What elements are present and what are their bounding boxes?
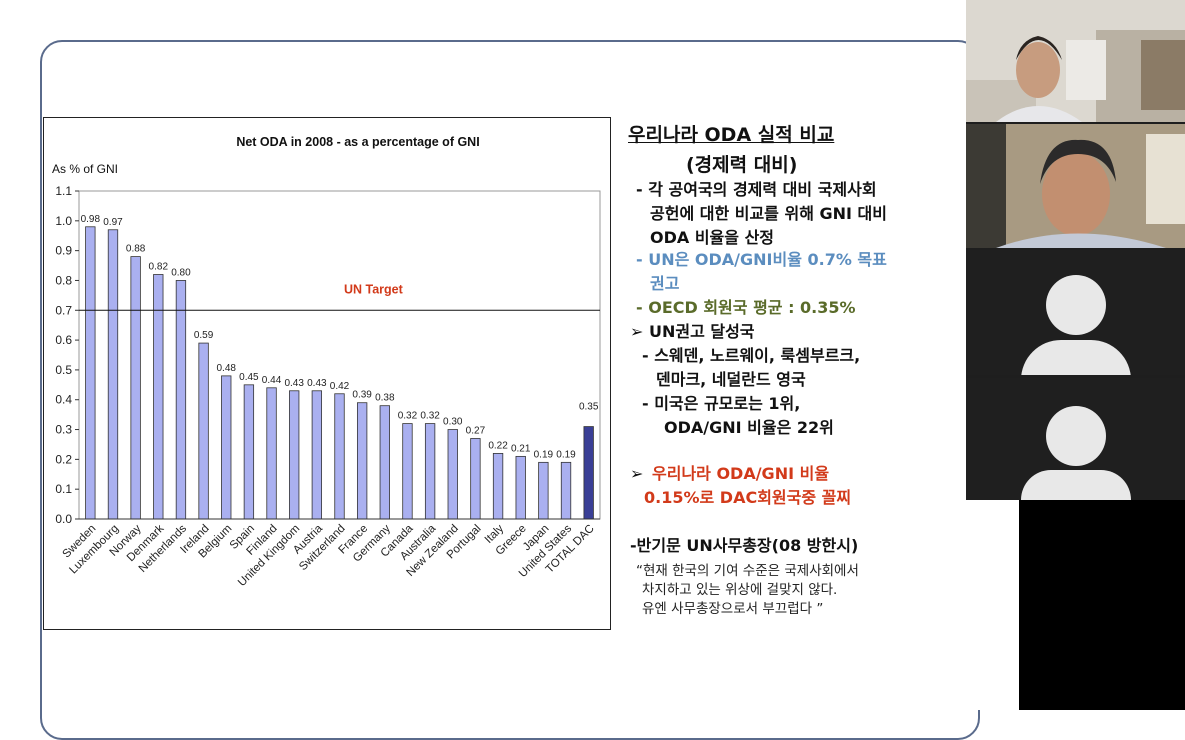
section1-item2-line2: ODA/GNI 비율은 22위 <box>664 418 834 437</box>
avatar-body-icon <box>1021 470 1131 500</box>
bar-data-label: 0.19 <box>534 449 554 460</box>
bar-data-label: 0.88 <box>126 244 146 255</box>
y-tick-label: 0.6 <box>55 333 72 347</box>
y-tick-label: 1.0 <box>55 214 72 228</box>
bar <box>447 429 458 520</box>
avatar-head-icon <box>1046 275 1106 335</box>
chart-title: Net ODA in 2008 - as a percentage of GNI <box>236 135 479 149</box>
section1-heading: ➢ UN권고 달성국 <box>630 322 755 341</box>
bar <box>515 455 526 520</box>
bar-data-label: 0.39 <box>352 390 372 401</box>
bar <box>492 452 504 520</box>
quote-line2: 차지하고 있는 위상에 걸맞지 않다. <box>642 582 838 598</box>
bar-data-label: 0.98 <box>81 214 101 225</box>
section1-item1-line2: 덴마크, 네덜란드 영국 <box>656 370 806 389</box>
participant-video-1-image <box>966 0 1185 122</box>
bar-data-label: 0.35 <box>579 402 599 413</box>
bar-data-label: 0.44 <box>262 375 282 386</box>
bar <box>243 384 255 520</box>
y-tick-label: 0.1 <box>55 482 72 496</box>
bar <box>198 342 209 520</box>
bullet1-line2: 공헌에 대한 비교를 위해 GNI 대비 <box>650 204 887 223</box>
bar-data-label: 0.21 <box>511 443 531 454</box>
bar-data-label: 0.22 <box>488 440 508 451</box>
video-participants-panel <box>966 0 1185 710</box>
bar <box>402 423 413 520</box>
bar <box>334 393 345 520</box>
section1-item2-line1: - 미국은 규모로는 1위, <box>642 394 801 413</box>
y-tick-label: 0.4 <box>55 393 72 407</box>
participant-video-1[interactable] <box>966 0 1185 122</box>
bar-data-label: 0.19 <box>556 449 576 460</box>
bar-data-label: 0.80 <box>171 267 191 278</box>
y-tick-label: 0.0 <box>55 512 72 526</box>
y-tick-label: 0.5 <box>55 363 72 377</box>
bar <box>107 229 119 520</box>
bar-chart: Net ODA in 2008 - as a percentage of GNI… <box>52 135 601 589</box>
bar <box>583 426 594 520</box>
bar-data-label: 0.43 <box>284 378 304 389</box>
y-tick-label: 0.9 <box>55 244 72 258</box>
y-tick-label: 1.1 <box>55 184 72 198</box>
bar <box>289 390 300 520</box>
bar-data-label: 0.82 <box>149 261 169 272</box>
bar <box>221 375 232 520</box>
y-tick-label: 0.2 <box>55 452 72 466</box>
section2-arrow: ➢ <box>630 464 644 483</box>
bar-data-label: 0.97 <box>103 217 123 228</box>
quote-line1: “현재 한국의 기여 수준은 국제사회에서 <box>636 563 859 579</box>
y-tick-label: 0.7 <box>55 303 72 317</box>
bar-data-label: 0.42 <box>330 381 350 392</box>
quote-line3: 유엔 사무총장으로서 부끄럽다 ” <box>642 601 824 617</box>
section2-line1: 우리나라 ODA/GNI 비율 <box>652 464 830 483</box>
avatar-head-icon <box>1046 406 1106 466</box>
slide-heading: 우리나라 ODA 실적 비교 <box>628 124 835 146</box>
bar <box>538 461 549 520</box>
bar <box>130 256 141 520</box>
participant-tile-3[interactable] <box>966 250 1185 375</box>
chart-panel: Net ODA in 2008 - as a percentage of GNI… <box>43 117 611 630</box>
bar-data-label: 0.32 <box>420 411 440 422</box>
bar-data-label: 0.38 <box>375 393 395 404</box>
bar <box>379 405 390 520</box>
bar <box>311 390 323 520</box>
avatar-body-icon <box>1021 340 1131 375</box>
bar-data-label: 0.48 <box>217 363 237 374</box>
bullet1-line3: ODA 비율을 산정 <box>650 228 775 247</box>
quote-heading: -반기문 UN사무총장(08 방한시) <box>630 536 859 555</box>
section2-line2: 0.15%로 DAC회원국중 꼴찌 <box>644 488 852 507</box>
y-tick-label: 0.8 <box>55 273 72 287</box>
bar <box>153 274 164 520</box>
bar-data-label: 0.59 <box>194 330 214 341</box>
participant-video-2[interactable] <box>966 124 1185 248</box>
un-target-label: UN Target <box>344 282 404 296</box>
y-tick-label: 0.3 <box>55 423 72 437</box>
bar-data-label: 0.45 <box>239 372 259 383</box>
bar <box>175 280 187 520</box>
bar <box>356 402 368 520</box>
bar-data-label: 0.43 <box>307 378 327 389</box>
bullet1-line1: - 각 공여국의 경제력 대비 국제사회 <box>636 180 877 199</box>
bar-data-label: 0.27 <box>466 425 486 436</box>
panel-gap <box>966 500 1019 710</box>
bullet2-line1: - UN은 ODA/GNI비율 0.7% 목표 <box>636 250 887 269</box>
slide-subheading: (경제력 대비) <box>686 154 798 176</box>
bullet3: - OECD 회원국 평균 : 0.35% <box>636 298 856 317</box>
bar-data-label: 0.32 <box>398 411 418 422</box>
bar <box>266 387 277 520</box>
bar <box>424 423 436 520</box>
participant-tile-4[interactable] <box>966 378 1185 500</box>
bar <box>470 438 481 520</box>
y-axis-label: As % of GNI <box>52 162 118 176</box>
section1-item1-line1: - 스웨덴, 노르웨이, 룩셈부르크, <box>642 346 861 365</box>
bar <box>85 226 96 520</box>
participant-video-2-image <box>966 124 1185 248</box>
bar-data-label: 0.30 <box>443 417 463 428</box>
bar <box>560 461 572 520</box>
bullet2-line2: 권고 <box>650 274 680 293</box>
